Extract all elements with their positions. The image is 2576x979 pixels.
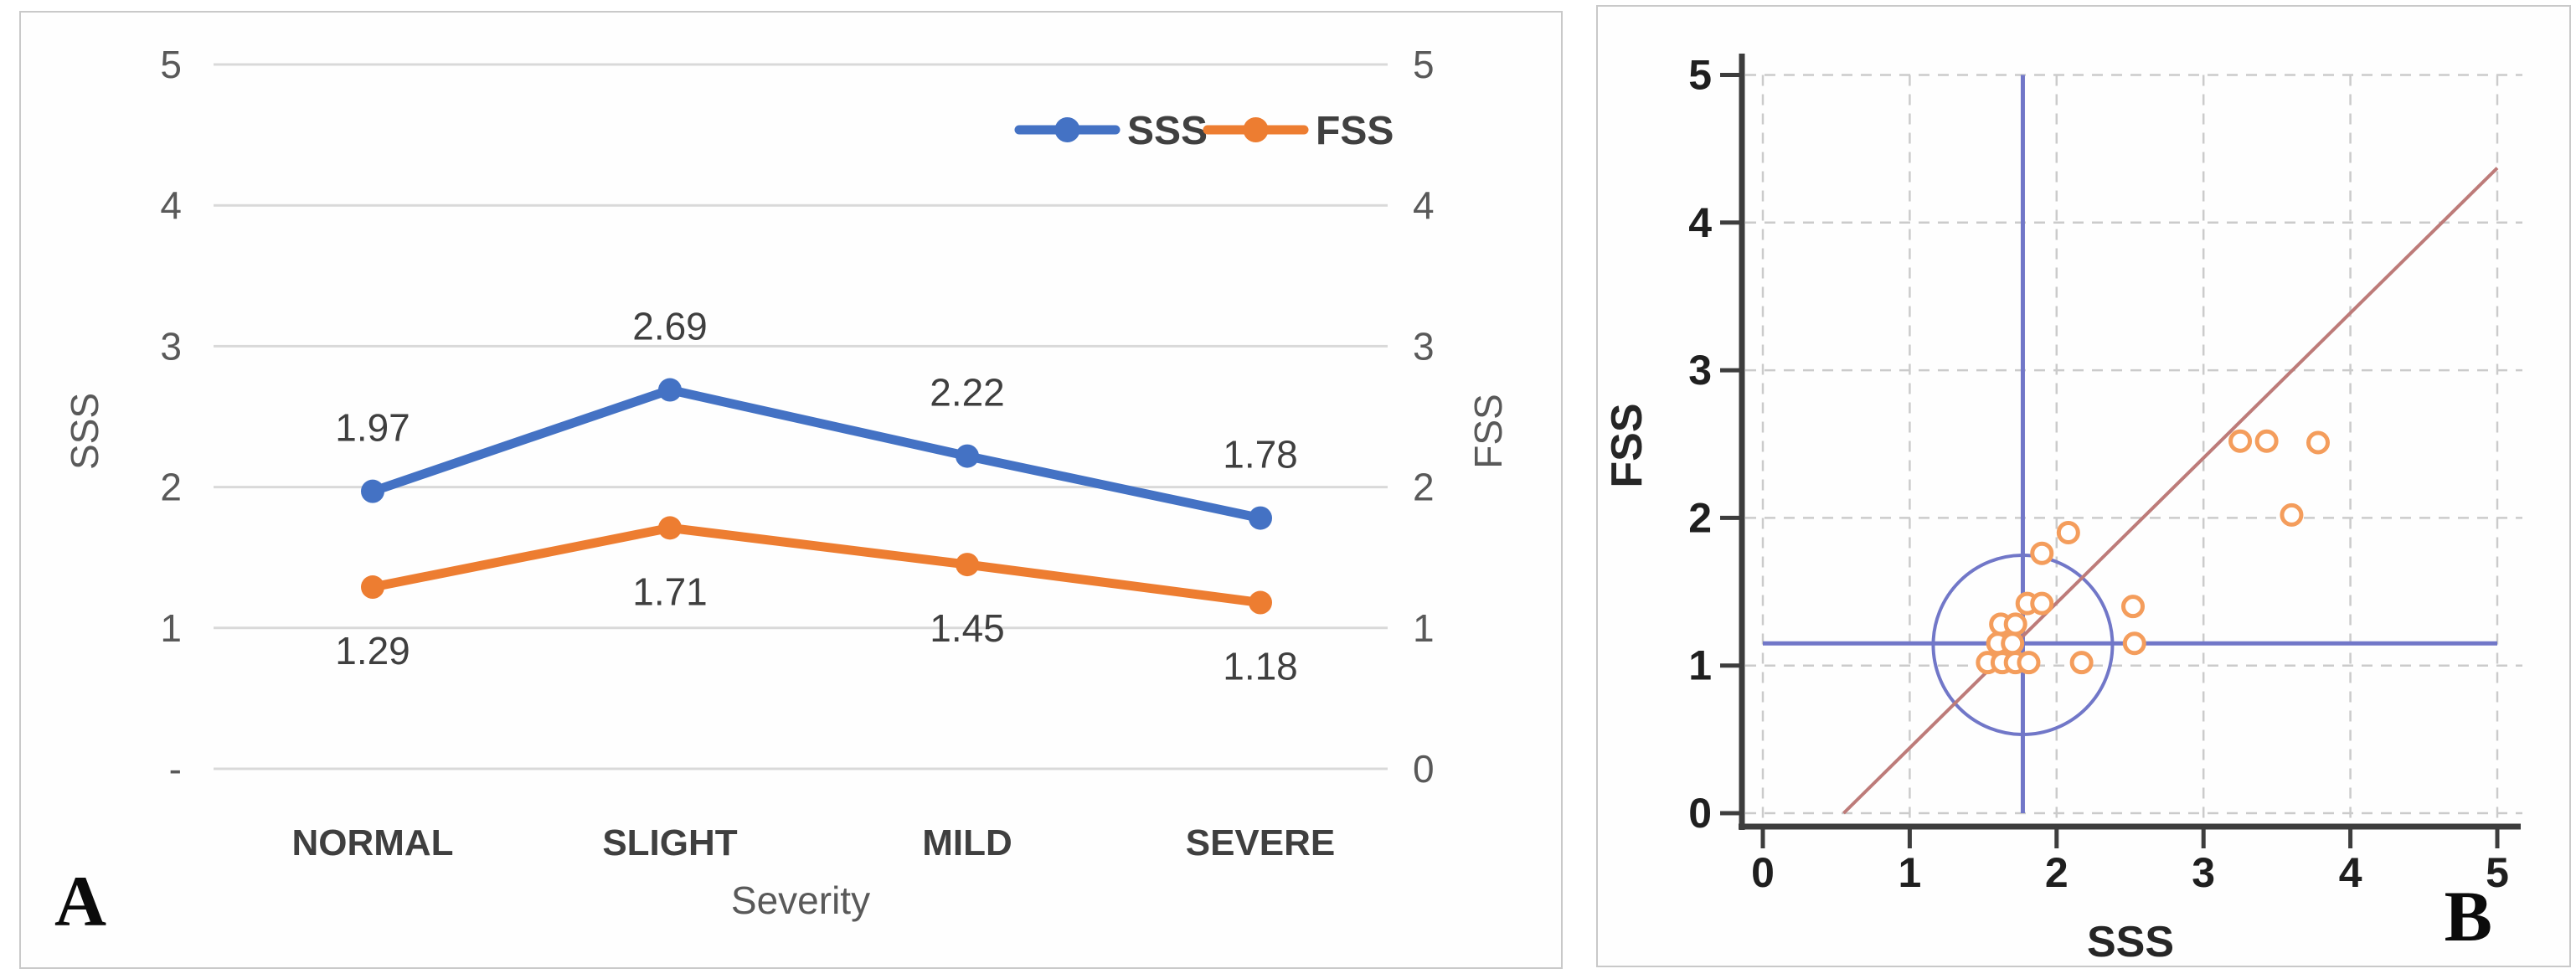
- series-marker-FSS: [1249, 590, 1272, 615]
- panel-a: 5 4 3 2 1 - 5 4 3 2 1 0 SSS FSS NORMAL SLIGHT MILD SEVERE…: [19, 11, 1563, 969]
- right-axis-tick: 5: [1413, 43, 1435, 86]
- series-marker-SSS: [956, 444, 979, 468]
- scatter-point: [2030, 591, 2054, 616]
- series-marker-FSS: [956, 553, 979, 577]
- data-label-SSS: 1.97: [335, 406, 410, 450]
- data-label-SSS: 1.78: [1223, 433, 1298, 477]
- data-label-FSS: 1.71: [632, 569, 708, 613]
- legend-marker-FSS: [1243, 117, 1269, 142]
- scatter-point: [2122, 631, 2146, 656]
- series-line-FSS: [368, 523, 1265, 608]
- data-label-FSS: 1.45: [930, 606, 1005, 650]
- right-axis-title: FSS: [1466, 394, 1510, 468]
- category-label: NORMAL: [291, 822, 453, 863]
- left-axis-tick: 3: [160, 324, 182, 368]
- scatter-point: [2121, 595, 2146, 619]
- scatter-point: [2228, 429, 2253, 453]
- y-tick-label: 1: [1688, 642, 1712, 689]
- legend-label-FSS: FSS: [1316, 109, 1394, 153]
- cluster-circle: [1931, 554, 2115, 737]
- scatter-point: [2001, 631, 2025, 656]
- panel-a-label: A: [54, 861, 107, 941]
- scatter-chart-fss-vs-sss: 0 1 2 3 4 5 0 1 2 3 4 5 SSS FSS: [1603, 52, 2522, 966]
- x-tick-label: 1: [1898, 849, 1921, 896]
- scatter-point: [2003, 612, 2027, 636]
- data-label-SSS: 2.22: [930, 371, 1005, 415]
- y-tick-label: 2: [1688, 494, 1712, 541]
- right-axis-tick: 3: [1413, 324, 1435, 368]
- regression-line: [1842, 167, 2499, 815]
- series-marker-FSS: [658, 516, 682, 540]
- data-label-SSS: 2.69: [632, 305, 708, 348]
- right-axis-tick: 1: [1413, 606, 1435, 650]
- x-tick-label: 0: [1751, 849, 1775, 896]
- left-axis-tick: 5: [160, 43, 182, 86]
- x-tick-label: 4: [2339, 849, 2362, 896]
- x-tick-label: 2: [2045, 849, 2069, 896]
- category-label: SEVERE: [1186, 822, 1336, 863]
- scatter-point: [2306, 430, 2331, 455]
- scatter-point: [2056, 521, 2080, 545]
- legend-marker-SSS: [1054, 117, 1080, 142]
- y-tick-label: 4: [1688, 199, 1712, 246]
- scatter-point: [2069, 651, 2094, 675]
- right-axis-tick: 2: [1413, 466, 1435, 509]
- x-axis-title: SSS: [2087, 918, 2174, 966]
- scatter-point: [2280, 502, 2304, 527]
- scatter-point: [2017, 651, 2041, 675]
- data-label-FSS: 1.18: [1223, 645, 1298, 688]
- left-axis-tick: -: [169, 747, 182, 791]
- series-marker-SSS: [658, 378, 682, 402]
- left-axis-tick: 1: [160, 606, 182, 650]
- left-axis-title: SSS: [63, 393, 106, 470]
- series-line-SSS: [368, 385, 1265, 523]
- left-axis-tick: 2: [160, 466, 182, 509]
- x-tick-label: 3: [2192, 849, 2215, 896]
- series-marker-SSS: [361, 479, 384, 503]
- legend-label-SSS: SSS: [1127, 109, 1208, 153]
- scatter-point: [2254, 429, 2279, 453]
- right-axis-tick: 0: [1413, 747, 1435, 791]
- category-label: SLIGHT: [602, 822, 737, 863]
- series-marker-SSS: [1249, 506, 1272, 530]
- panel-b-label: B: [2444, 876, 2492, 956]
- y-tick-label: 0: [1688, 790, 1712, 837]
- y-tick-label: 5: [1688, 52, 1712, 99]
- y-tick-label: 3: [1688, 347, 1712, 394]
- category-label: MILD: [922, 822, 1012, 863]
- panel-b: 0 1 2 3 4 5 0 1 2 3 4 5 SSS FSS B: [1596, 5, 2571, 967]
- y-axis-title: FSS: [1603, 403, 1651, 487]
- line-chart-sss-fss: 5 4 3 2 1 - 5 4 3 2 1 0 SSS FSS NORMAL SLIGHT MILD SEVERE…: [63, 43, 1510, 922]
- series-marker-FSS: [361, 575, 384, 600]
- data-label-FSS: 1.29: [335, 629, 410, 672]
- right-axis-tick: 4: [1413, 183, 1435, 227]
- scatter-point: [2030, 541, 2054, 565]
- left-axis-tick: 4: [160, 183, 182, 227]
- x-tick-label: 5: [2486, 849, 2509, 896]
- x-axis-title: Severity: [731, 879, 870, 922]
